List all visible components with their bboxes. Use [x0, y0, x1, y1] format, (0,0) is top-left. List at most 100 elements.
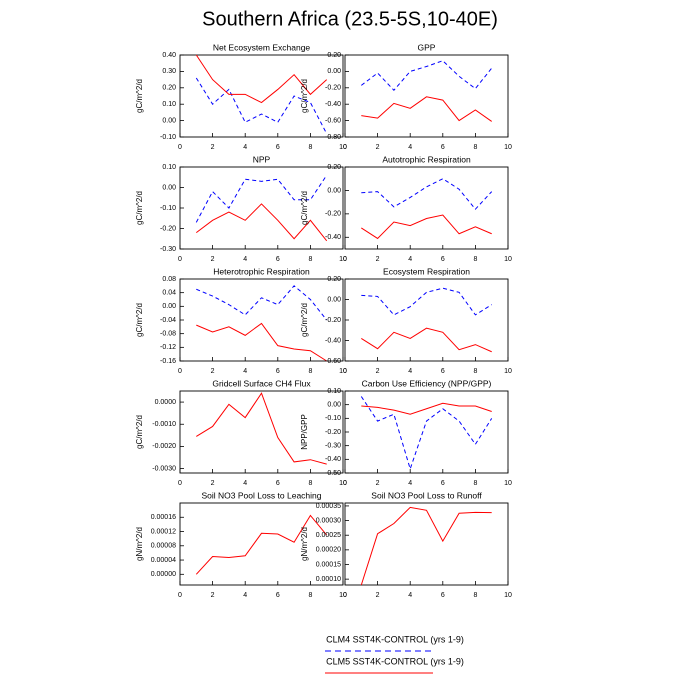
- x-tick-label: 8: [473, 368, 477, 375]
- plot-frame: [179, 54, 344, 138]
- x-tick-label: 0: [178, 256, 182, 263]
- y-tick-label: -0.40: [325, 234, 341, 241]
- x-tick-label: 0: [178, 368, 182, 375]
- y-axis-label: gC/m^2/d: [300, 79, 309, 113]
- x-tick-label: 2: [211, 144, 215, 151]
- panel-title: Heterotrophic Respiration: [213, 266, 310, 276]
- x-tick-label: 6: [276, 592, 280, 599]
- y-tick-label: -0.40: [325, 456, 341, 463]
- y-tick-label: 0.00: [327, 296, 341, 303]
- series-line: [195, 77, 328, 134]
- y-tick-label: -0.30: [325, 443, 341, 450]
- y-tick-label: 0.20: [327, 52, 341, 59]
- plot-frame: [344, 54, 509, 138]
- x-tick-label: 10: [504, 144, 512, 151]
- x-tick-label: 0: [343, 256, 347, 263]
- plot-frame: [179, 390, 344, 474]
- y-tick-label: 0.00035: [316, 503, 341, 510]
- y-tick-label: -0.40: [325, 101, 341, 108]
- x-tick-label: 4: [243, 480, 247, 487]
- series-line: [361, 178, 493, 210]
- y-tick-label: -0.12: [160, 344, 176, 351]
- x-tick-label: 2: [376, 144, 380, 151]
- x-tick-label: 6: [276, 480, 280, 487]
- x-tick-label: 8: [308, 480, 312, 487]
- x-tick-label: 10: [504, 480, 512, 487]
- legend-label: CLM5 SST4K-CONTROL (yrs 1-9): [326, 656, 464, 666]
- series-line: [196, 285, 328, 321]
- series-line: [196, 322, 327, 362]
- y-tick-label: 0.00012: [151, 528, 176, 535]
- panel-title: Ecosystem Respiration: [383, 266, 470, 276]
- plot-frame: [179, 166, 344, 250]
- y-tick-label: 0.00: [162, 117, 176, 124]
- y-tick-label: -0.04: [160, 317, 176, 324]
- plot-frame: [344, 390, 509, 474]
- x-tick-label: 10: [339, 256, 347, 263]
- x-tick-label: 4: [408, 144, 412, 151]
- y-axis-label: gC/m^2/d: [135, 79, 144, 113]
- panel-title: GPP: [418, 42, 436, 52]
- y-tick-label: 0.00: [327, 402, 341, 409]
- series-line: [361, 327, 492, 353]
- y-tick-label: 0.00004: [151, 557, 176, 564]
- plot-frame: [179, 278, 344, 362]
- series-line: [195, 514, 328, 575]
- x-tick-label: 2: [376, 592, 380, 599]
- y-tick-label: -0.16: [160, 358, 176, 365]
- series-line: [195, 54, 328, 104]
- x-tick-label: 6: [441, 144, 445, 151]
- y-axis-label: gC/m^2/d: [300, 303, 309, 337]
- y-tick-label: 0.00: [327, 187, 341, 194]
- y-tick-label: -0.20: [325, 211, 341, 218]
- y-tick-label: -0.10: [325, 415, 341, 422]
- y-tick-label: 0.20: [327, 164, 341, 171]
- y-tick-label: 0.00: [162, 303, 176, 310]
- y-tick-label: -0.20: [325, 429, 341, 436]
- x-tick-label: 0: [178, 144, 182, 151]
- y-tick-label: 0.00025: [316, 532, 341, 539]
- x-tick-label: 8: [473, 480, 477, 487]
- y-tick-label: 0.0000: [155, 399, 177, 406]
- series-line: [361, 214, 492, 240]
- panel-title: Carbon Use Efficiency (NPP/GPP): [362, 378, 492, 388]
- x-tick-label: 10: [504, 592, 512, 599]
- panel-title: Soil NO3 Pool Loss to Leaching: [201, 490, 321, 500]
- y-axis-label: gN/m^2/d: [300, 527, 309, 561]
- x-tick-label: 8: [308, 144, 312, 151]
- y-tick-label: 0.00000: [151, 571, 176, 578]
- x-tick-label: 10: [339, 480, 347, 487]
- x-tick-label: 4: [408, 480, 412, 487]
- y-tick-label: -0.10: [160, 134, 176, 141]
- x-tick-label: 0: [343, 480, 347, 487]
- panel-title: Soil NO3 Pool Loss to Runoff: [371, 490, 482, 500]
- x-tick-label: 4: [408, 592, 412, 599]
- series-line: [195, 203, 328, 242]
- y-tick-label: 0.30: [162, 68, 176, 75]
- plot-frame: [179, 502, 344, 586]
- plot-frame: [344, 166, 509, 250]
- x-tick-label: 0: [343, 592, 347, 599]
- y-tick-label: -0.40: [325, 337, 341, 344]
- x-tick-label: 4: [408, 368, 412, 375]
- x-tick-label: 2: [211, 368, 215, 375]
- panel-title: Net Ecosystem Exchange: [213, 42, 311, 52]
- x-tick-label: 8: [473, 592, 477, 599]
- plot-frame: [344, 502, 509, 586]
- y-tick-label: 0.00016: [151, 514, 176, 521]
- y-tick-label: -0.60: [325, 117, 341, 124]
- x-tick-label: 2: [376, 368, 380, 375]
- y-tick-label: 0.04: [162, 290, 176, 297]
- x-tick-label: 0: [343, 144, 347, 151]
- x-tick-label: 0: [178, 592, 182, 599]
- x-tick-label: 8: [308, 368, 312, 375]
- y-axis-label: gC/m^2/d: [135, 415, 144, 449]
- x-tick-label: 10: [504, 256, 512, 263]
- y-tick-label: 0.10: [327, 388, 341, 395]
- y-axis-label: gC/m^2/d: [135, 303, 144, 337]
- x-tick-label: 0: [178, 480, 182, 487]
- x-tick-label: 8: [308, 256, 312, 263]
- x-tick-label: 8: [473, 256, 477, 263]
- y-tick-label: -0.50: [325, 470, 341, 477]
